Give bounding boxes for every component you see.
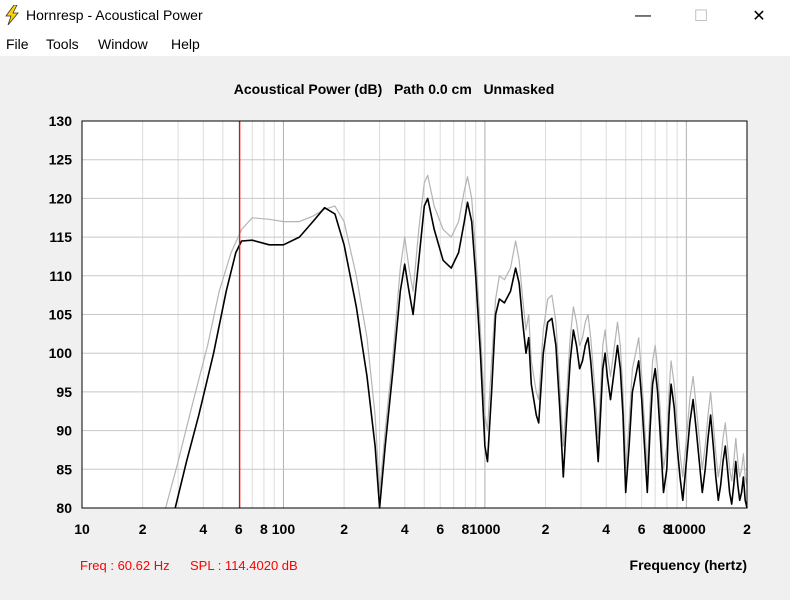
secondary-curve bbox=[165, 174, 748, 509]
x-tick-label: 6 bbox=[638, 521, 646, 537]
y-tick-label: 100 bbox=[49, 345, 73, 361]
x-tick-label: 2 bbox=[340, 521, 348, 537]
status-spl: SPL : 114.4020 dB bbox=[190, 558, 298, 573]
y-tick-label: 90 bbox=[56, 423, 72, 439]
x-tick-label: 10000 bbox=[667, 521, 706, 537]
y-tick-label: 95 bbox=[56, 384, 72, 400]
menu-help[interactable]: Help bbox=[171, 36, 200, 52]
lightning-bolt-icon bbox=[5, 5, 19, 25]
x-tick-label: 4 bbox=[602, 521, 610, 537]
chart-title: Acoustical Power (dB) Path 0.0 cm Unmask… bbox=[234, 81, 555, 97]
window-title: Hornresp - Acoustical Power bbox=[26, 7, 203, 23]
menu-tools[interactable]: Tools bbox=[46, 36, 79, 52]
y-tick-label: 105 bbox=[49, 307, 73, 323]
x-tick-label: 2 bbox=[542, 521, 550, 537]
y-tick-labels: 80 85 90 95 100 105 110 115 120 125 130 bbox=[49, 113, 73, 516]
y-tick-label: 125 bbox=[49, 152, 73, 168]
minimize-icon: — bbox=[635, 7, 651, 24]
menu-bar: File Tools Window Help bbox=[0, 32, 790, 56]
x-tick-label: 4 bbox=[199, 521, 207, 537]
minimize-button[interactable]: — bbox=[620, 0, 666, 32]
y-tick-label: 80 bbox=[56, 500, 72, 516]
x-tick-label: 8 bbox=[663, 521, 671, 537]
x-tick-label: 10 bbox=[74, 521, 90, 537]
status-freq: Freq : 60.62 Hz bbox=[80, 558, 170, 573]
chart-area: Acoustical Power (dB) Path 0.0 cm Unmask… bbox=[0, 56, 790, 595]
y-tick-label: 130 bbox=[49, 113, 73, 129]
plot-frame bbox=[81, 120, 748, 509]
acoustical-power-chart[interactable]: Acoustical Power (dB) Path 0.0 cm Unmask… bbox=[0, 56, 790, 595]
menu-window[interactable]: Window bbox=[98, 36, 148, 52]
maximize-icon: ☐ bbox=[693, 8, 709, 25]
x-tick-label: 8 bbox=[461, 521, 469, 537]
x-tick-label: 8 bbox=[260, 521, 268, 537]
x-tick-label: 6 bbox=[235, 521, 243, 537]
grid-lines bbox=[82, 121, 747, 508]
menu-file[interactable]: File bbox=[6, 36, 29, 52]
x-tick-label: 6 bbox=[436, 521, 444, 537]
curves bbox=[165, 174, 748, 509]
x-tick-label: 100 bbox=[272, 521, 296, 537]
title-bar: Hornresp - Acoustical Power — ☐ ✕ bbox=[0, 0, 790, 32]
x-axis-label: Frequency (hertz) bbox=[630, 557, 747, 573]
primary-curve bbox=[174, 197, 748, 509]
x-tick-label: 2 bbox=[743, 521, 751, 537]
x-tick-label: 1000 bbox=[469, 521, 500, 537]
x-tick-label: 4 bbox=[401, 521, 409, 537]
y-tick-label: 120 bbox=[49, 190, 73, 206]
y-tick-label: 85 bbox=[56, 461, 72, 477]
y-tick-label: 115 bbox=[49, 229, 72, 245]
maximize-button[interactable]: ☐ bbox=[678, 0, 724, 32]
close-button[interactable]: ✕ bbox=[736, 0, 782, 32]
y-tick-label: 110 bbox=[49, 268, 72, 284]
close-icon: ✕ bbox=[752, 8, 766, 25]
x-tick-label: 2 bbox=[139, 521, 147, 537]
